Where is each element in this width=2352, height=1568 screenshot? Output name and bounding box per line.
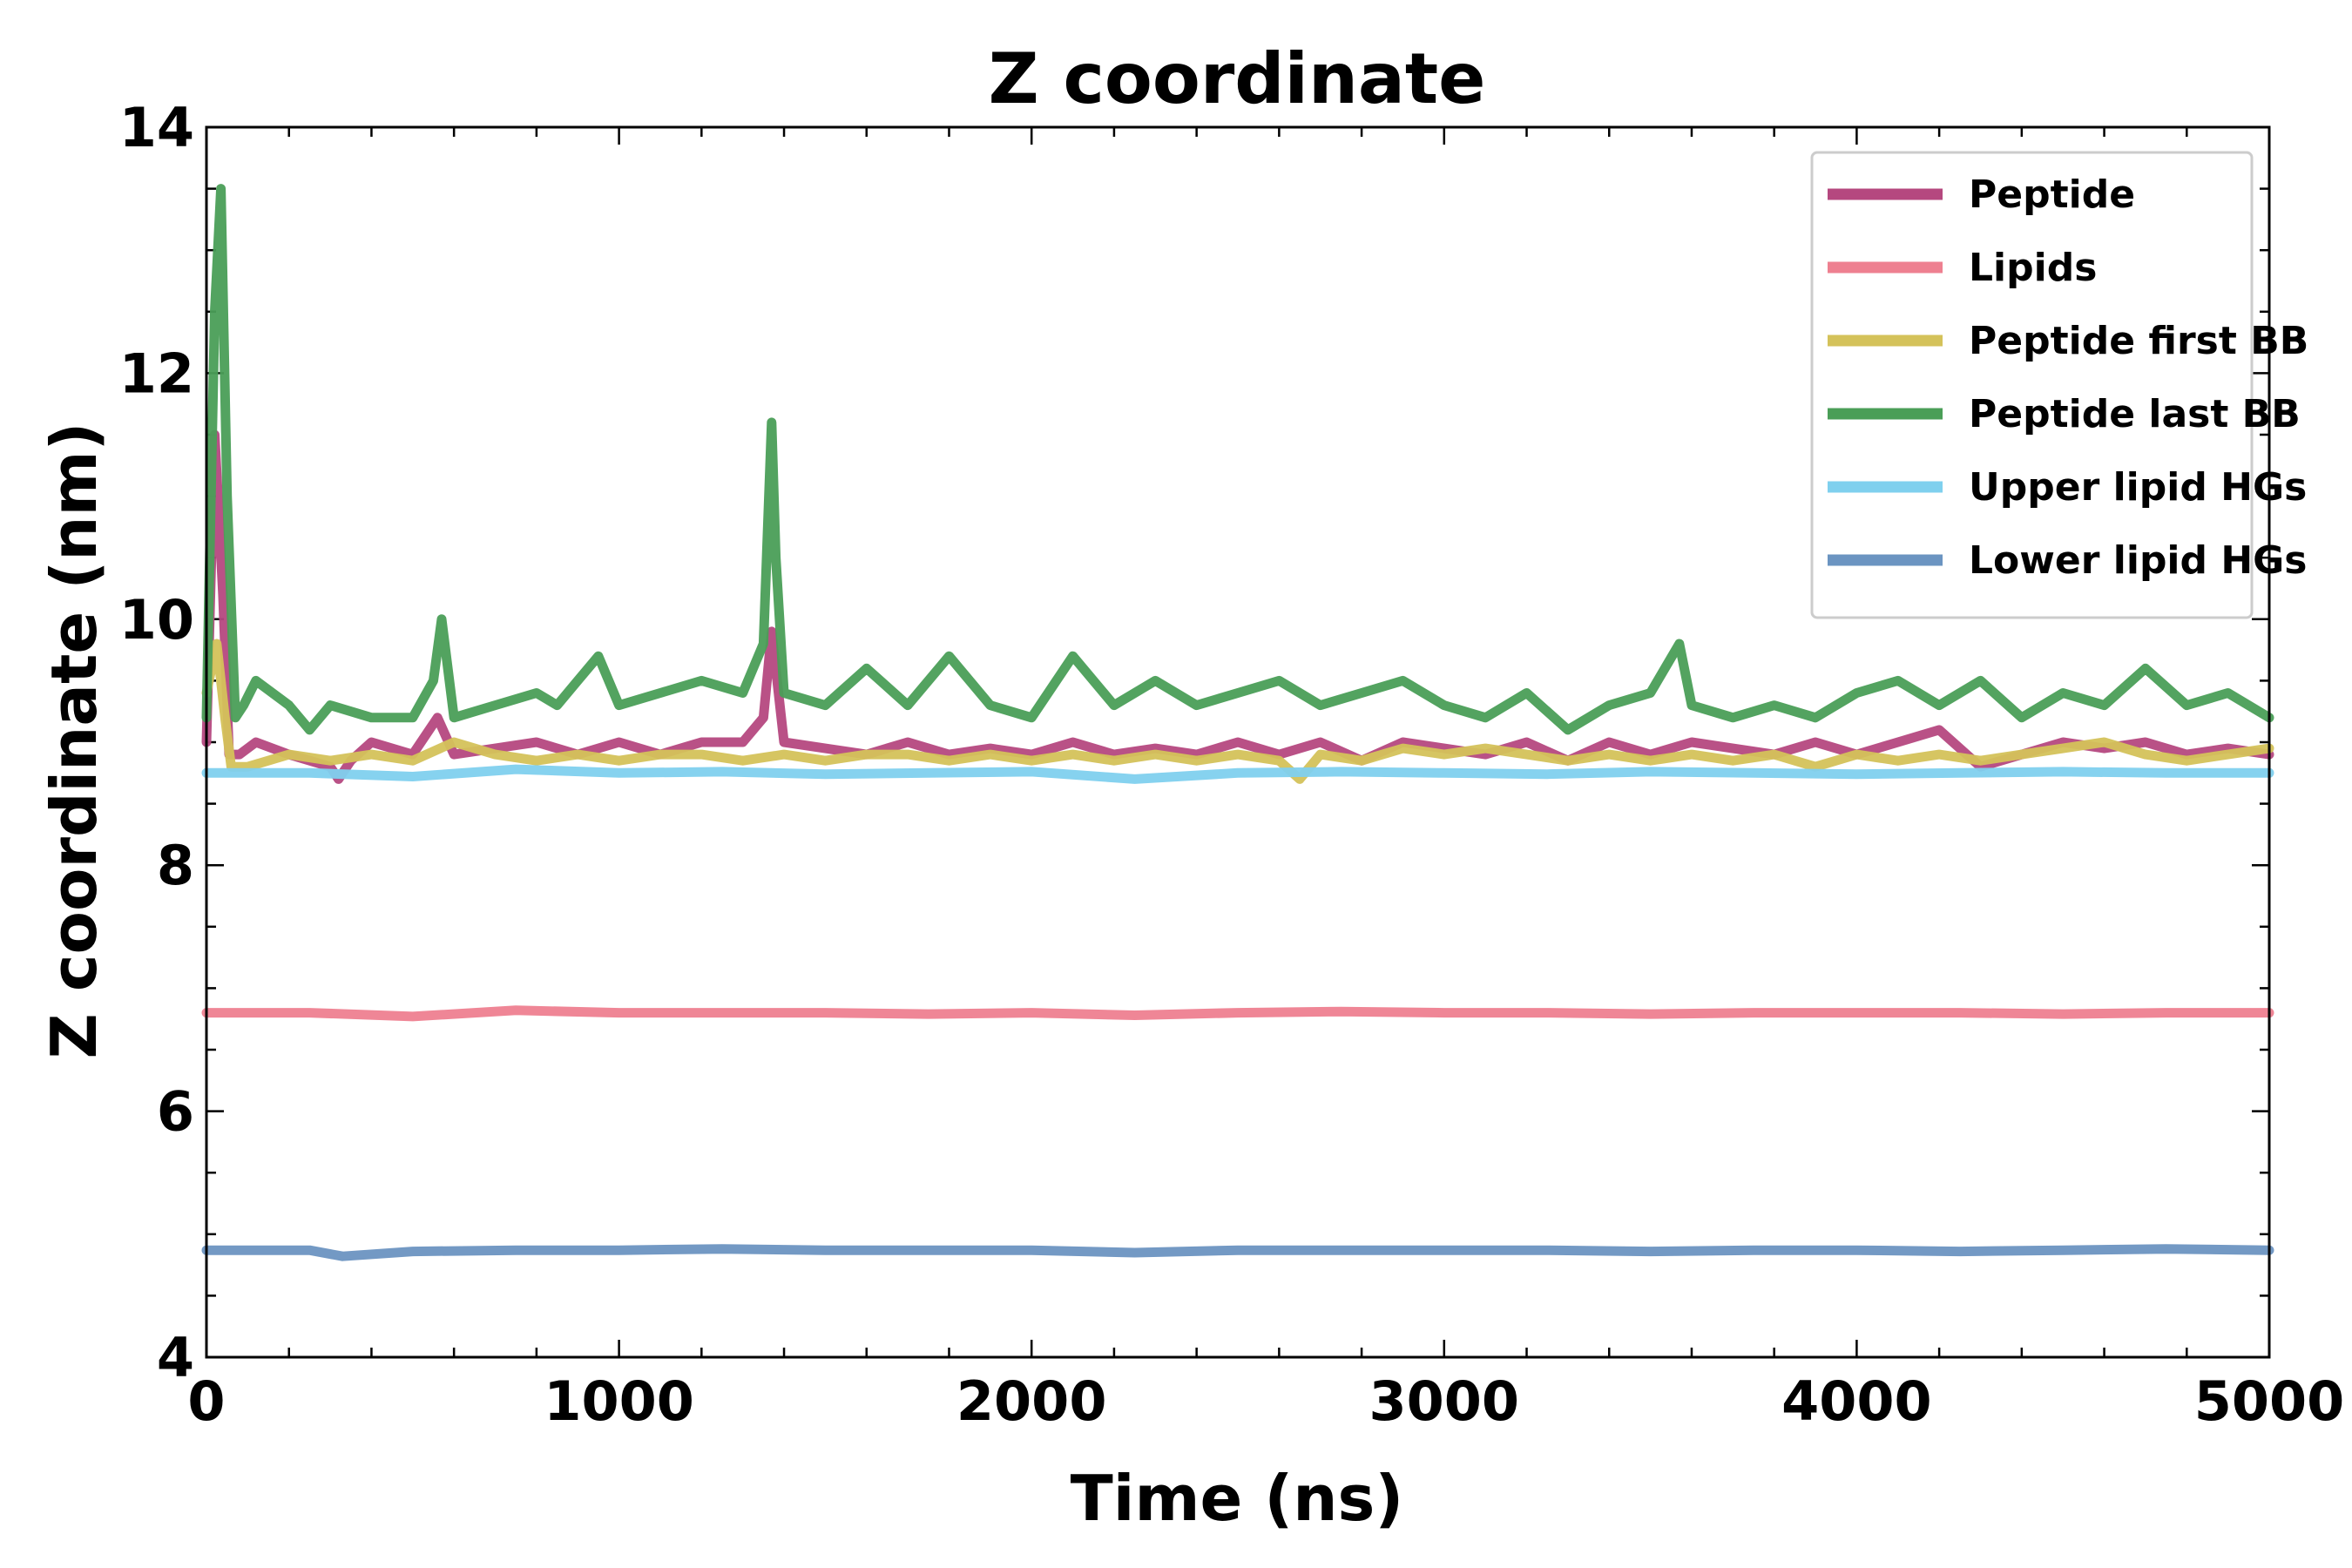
- x-tick-label: 1000: [544, 1369, 694, 1433]
- legend-label: Peptide: [1969, 172, 2135, 217]
- y-tick-label: 12: [119, 341, 194, 405]
- series-line-lipids: [201, 1005, 2274, 1022]
- legend-label: Upper lipid HGs: [1969, 465, 2307, 510]
- y-tick-label: 6: [157, 1080, 194, 1144]
- legend-label: Peptide last BB: [1969, 392, 2301, 436]
- x-tick-label: 5000: [2194, 1369, 2345, 1433]
- y-axis-label: Z coordinate (nm): [37, 422, 111, 1059]
- x-tick-label: 3000: [1369, 1369, 1520, 1433]
- y-tick-label: 10: [119, 588, 194, 652]
- plot-frame: [205, 125, 2271, 1359]
- x-tick-label: 4000: [1781, 1369, 1932, 1433]
- x-axis-label: Time (ns): [1071, 1462, 1404, 1535]
- chart-title: Z coordinate: [989, 38, 1486, 119]
- y-tick-label: 4: [157, 1326, 194, 1389]
- x-tick-label: 2000: [956, 1369, 1107, 1433]
- series-line-lower-lipid-hgs: [201, 1244, 2274, 1261]
- x-tick-label: 0: [187, 1369, 225, 1433]
- y-tick-label: 14: [119, 96, 194, 159]
- legend-label: Lipids: [1969, 246, 2097, 290]
- series-layer: [201, 184, 2274, 1261]
- y-tick-label: 8: [157, 834, 194, 897]
- legend: Peptide Lipids Peptide first BB Peptide las…: [1810, 151, 2308, 619]
- series-line-peptide-last-bb: [201, 184, 2274, 735]
- series-line-peptide-first-bb: [201, 639, 2274, 784]
- series-line-upper-lipid-hgs: [201, 764, 2274, 784]
- legend-label: Lower lipid HGs: [1969, 538, 2307, 583]
- axis-ticks: 0 1000 2000 3000 4000 5000 4 6 8 10 12 14: [119, 96, 2345, 1433]
- legend-label: Peptide first BB: [1969, 319, 2308, 363]
